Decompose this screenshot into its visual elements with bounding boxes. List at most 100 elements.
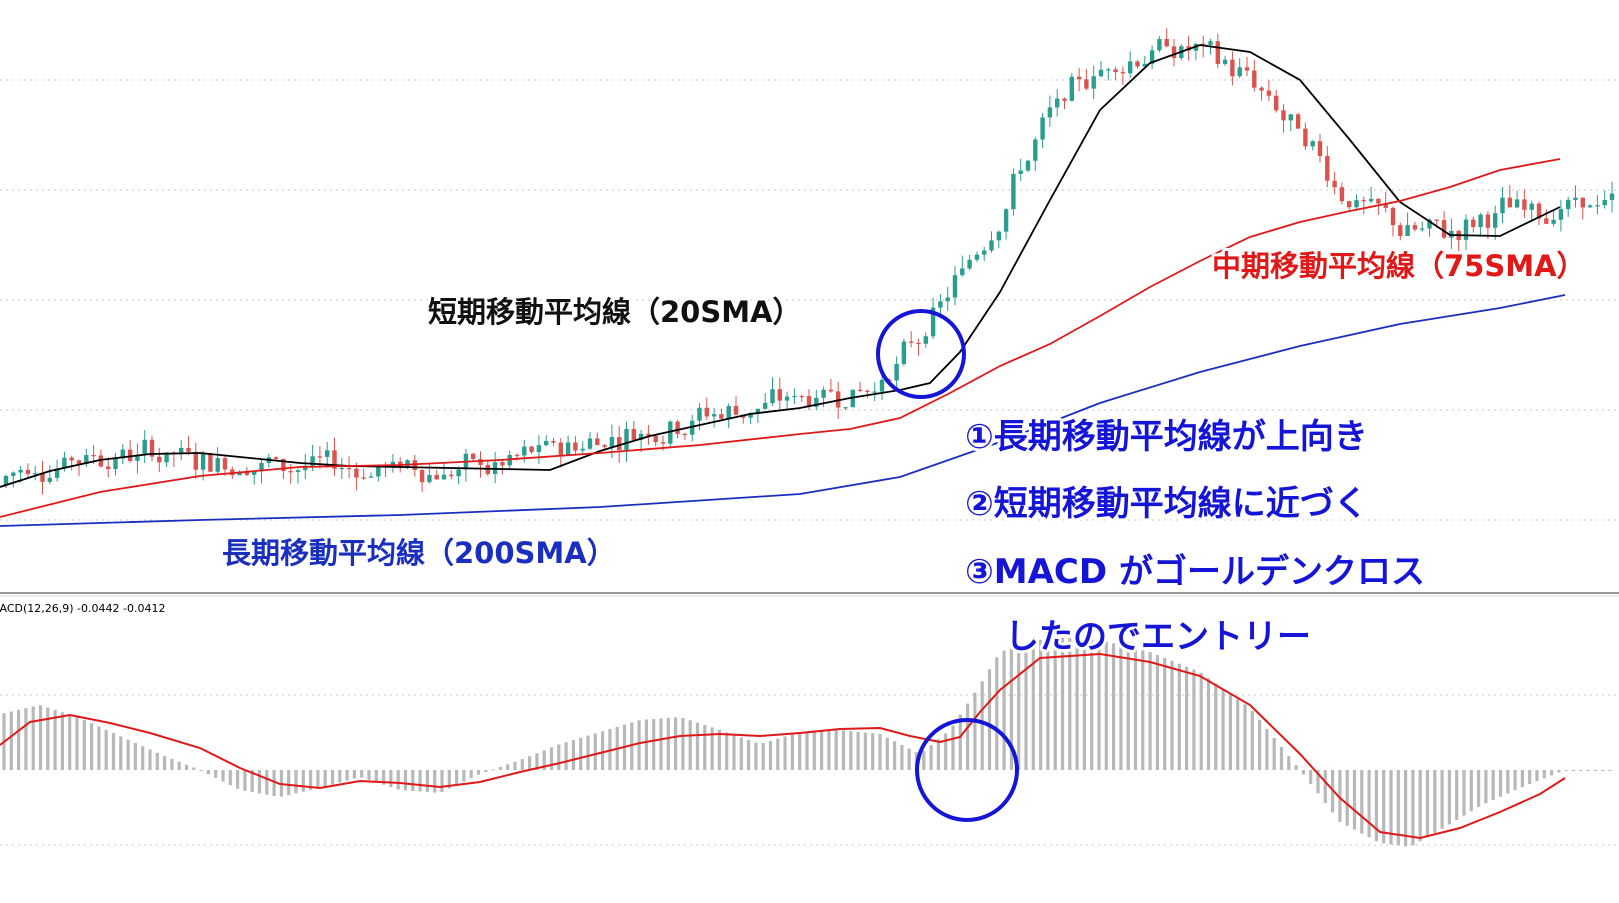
candle-body bbox=[1201, 43, 1206, 46]
candlestick bbox=[1018, 158, 1023, 181]
candle-body bbox=[1544, 218, 1549, 224]
candlestick bbox=[215, 447, 220, 474]
candle-body bbox=[1003, 209, 1009, 232]
candle-body bbox=[814, 397, 819, 407]
candlestick bbox=[631, 421, 636, 441]
candle-body bbox=[1376, 198, 1381, 204]
candle-body bbox=[617, 437, 622, 451]
candle-body bbox=[1288, 114, 1293, 121]
macd-histogram-bar bbox=[1564, 770, 1568, 771]
macd-header: MACD(12,26,9) -0.0442 -0.0412 bbox=[0, 602, 165, 615]
candlestick bbox=[996, 230, 1001, 249]
macd-histogram-bar bbox=[1469, 770, 1473, 812]
candlestick bbox=[478, 451, 483, 478]
candle-body bbox=[303, 465, 308, 471]
candle-body bbox=[1098, 69, 1104, 77]
candlestick bbox=[54, 459, 60, 482]
macd-histogram-bar bbox=[243, 770, 247, 791]
macd-histogram-bar bbox=[973, 692, 977, 770]
candlestick bbox=[84, 448, 89, 467]
candlestick bbox=[799, 394, 804, 402]
candle-body bbox=[1434, 219, 1439, 221]
macd-histogram-bar bbox=[856, 731, 860, 770]
macd-histogram-bar bbox=[907, 748, 911, 770]
candlestick bbox=[295, 468, 301, 484]
candlestick bbox=[784, 391, 790, 411]
candle-body bbox=[1463, 219, 1469, 240]
candlestick bbox=[1069, 73, 1074, 102]
candlestick bbox=[179, 440, 184, 461]
candlestick bbox=[1062, 97, 1067, 110]
macd-histogram-bar bbox=[564, 742, 568, 770]
candle-body bbox=[120, 449, 125, 459]
candlestick bbox=[792, 388, 797, 405]
candlestick bbox=[208, 452, 213, 472]
candlestick bbox=[1310, 139, 1315, 151]
macd-histogram-bar bbox=[1440, 770, 1444, 829]
candle-body bbox=[945, 297, 950, 302]
macd-histogram-bar bbox=[747, 740, 751, 770]
candle-body bbox=[222, 458, 228, 470]
macd-histogram-bar bbox=[1097, 639, 1101, 770]
macd-histogram-bar bbox=[1046, 637, 1050, 770]
candle-body bbox=[682, 433, 688, 436]
candle-body bbox=[565, 442, 571, 455]
candlestick bbox=[361, 468, 366, 480]
candle-body bbox=[1368, 198, 1374, 202]
candle-body bbox=[828, 389, 834, 392]
macd-histogram-bar bbox=[1601, 770, 1605, 771]
macd-histogram-bar bbox=[761, 743, 765, 770]
candle-body bbox=[522, 446, 527, 456]
candlestick bbox=[339, 458, 344, 479]
candle-body bbox=[755, 408, 761, 413]
candle-body bbox=[573, 442, 578, 451]
candle-body bbox=[1383, 203, 1388, 208]
candle-body bbox=[84, 455, 89, 464]
candlestick bbox=[952, 266, 958, 306]
candlestick bbox=[814, 389, 819, 411]
candlestick bbox=[1529, 200, 1534, 222]
candlestick bbox=[1171, 38, 1177, 67]
macd-histogram-bar bbox=[1462, 770, 1466, 816]
candlestick bbox=[222, 454, 228, 476]
macd-histogram-bar bbox=[1593, 770, 1597, 771]
candlestick bbox=[135, 443, 140, 474]
candlestick bbox=[1076, 68, 1082, 92]
candle-body bbox=[149, 439, 155, 457]
candle-body bbox=[690, 420, 695, 435]
macd-histogram-bar bbox=[360, 770, 364, 778]
candlestick bbox=[1091, 65, 1096, 100]
macd-histogram-bar bbox=[1455, 770, 1459, 820]
candle-body bbox=[354, 468, 359, 478]
candle-body bbox=[54, 468, 60, 478]
candlestick bbox=[419, 469, 425, 492]
candlestick bbox=[1120, 66, 1126, 86]
macd-histogram-bar bbox=[111, 733, 116, 770]
candle-body bbox=[427, 474, 432, 483]
macd-histogram-bar bbox=[754, 742, 758, 770]
candle-body bbox=[317, 456, 323, 458]
candle-body bbox=[1339, 187, 1345, 202]
macd-histogram-bar bbox=[411, 770, 415, 791]
candlestick bbox=[1390, 206, 1396, 237]
macd-histogram-bar bbox=[1535, 770, 1539, 782]
candle-body bbox=[1025, 160, 1031, 171]
candlestick bbox=[1149, 45, 1155, 70]
candlestick bbox=[843, 406, 848, 410]
candlestick bbox=[1398, 222, 1403, 241]
candle-body bbox=[1128, 61, 1133, 74]
macd-histogram-bar bbox=[951, 725, 955, 770]
candle-body bbox=[1595, 205, 1600, 207]
candle-body bbox=[1507, 197, 1512, 208]
macd-histogram-bar bbox=[476, 770, 481, 775]
candlestick bbox=[653, 434, 658, 447]
macd-histogram-bar bbox=[1550, 770, 1554, 776]
macd-histogram-bar bbox=[184, 764, 189, 770]
candle-body bbox=[1252, 70, 1257, 88]
candle-body bbox=[1398, 225, 1403, 236]
macd-histogram-bar bbox=[776, 738, 780, 770]
candle-body bbox=[441, 474, 447, 480]
candle-body bbox=[843, 407, 848, 409]
candlestick bbox=[1303, 122, 1308, 151]
macd-histogram-bar bbox=[119, 736, 123, 770]
